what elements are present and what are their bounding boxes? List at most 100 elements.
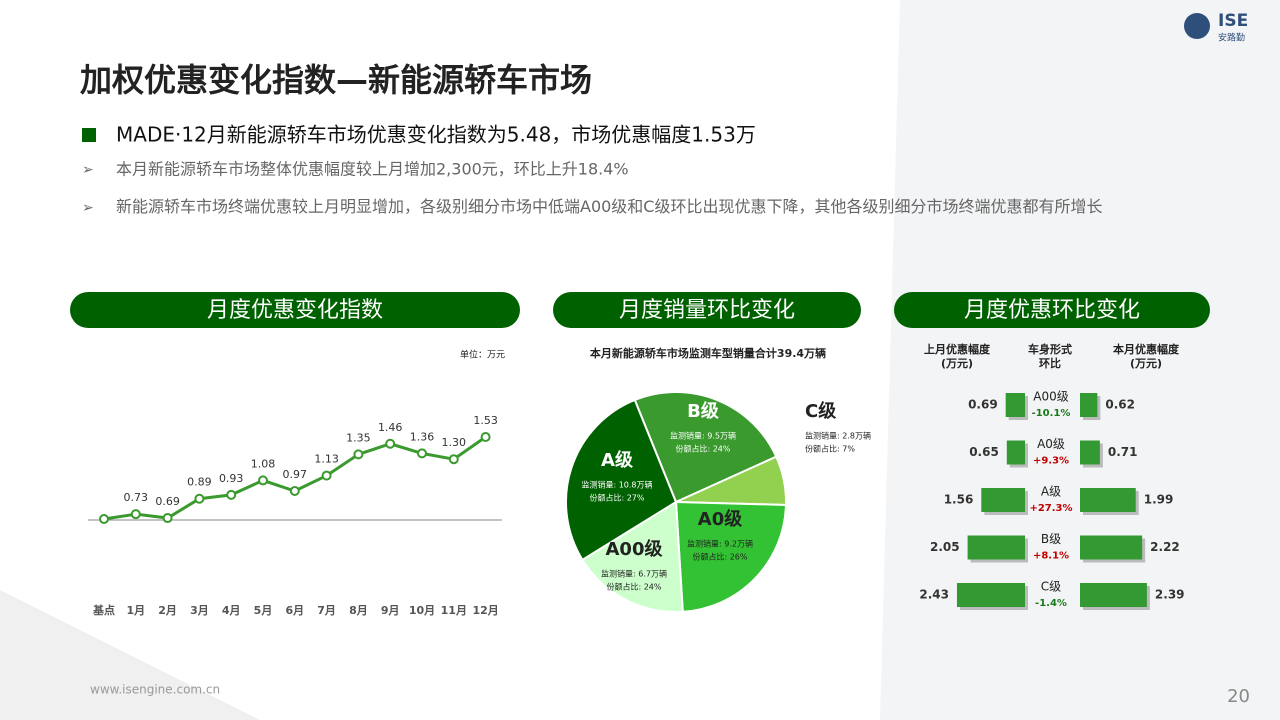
bar-right [1080,393,1098,417]
value-label: 0.69 [968,398,998,412]
value-label: 0.65 [969,445,999,459]
pie-subtitle: 本月新能源轿车市场监测车型销量合计39.4万辆 [590,346,826,360]
category-label: C级 [1041,580,1061,594]
logo-sub: 安路勤 [1218,32,1245,44]
section-title: 月度优惠环比变化 [964,298,1140,323]
data-label: 1.53 [473,414,498,427]
marker [226,489,237,500]
bullet-arrow: ➢ [82,200,94,216]
pie-slice [581,500,684,613]
slice-value: 监测销量: 9.5万辆 [670,431,736,441]
bar-right [1080,440,1100,465]
bullet-main: MADE·12月新能源轿车市场优惠变化指数为5.48，市场优惠幅度1.53万 [116,123,756,147]
slice-value: 监测销量: 2.8万辆 [805,431,871,441]
slice-value: 监测销量: 10.8万辆 [581,480,652,490]
x-tick-label: 12月 [472,604,498,617]
data-label: 0.93 [219,472,244,485]
slice-label: A00级 [606,538,664,560]
marker [448,454,459,465]
marker [162,513,173,524]
slice-value: 监测销量: 9.2万辆 [687,539,753,549]
value-label: 2.22 [1150,540,1180,554]
marker [99,514,109,524]
data-label: 0.73 [124,491,149,504]
column-header: 本月优惠幅度 [1113,342,1180,356]
data-label: 0.69 [155,495,180,508]
x-tick-label: 1月 [126,604,145,617]
x-tick-label: 11月 [441,604,467,617]
section-pill [70,292,520,328]
logo-mark [1184,13,1210,39]
marker [480,432,491,442]
marker [130,509,141,520]
slice-label: B级 [687,400,720,422]
slice-value: 监测销量: 6.7万辆 [601,569,667,579]
marker [289,486,300,497]
bar-right [1080,583,1147,607]
bullet-arrow: ➢ [82,162,94,178]
x-tick-label: 4月 [222,604,241,617]
value-label: 1.56 [944,493,974,507]
x-tick-label: 10月 [409,604,435,617]
title: 加权优惠变化指数—新能源轿车市场 [80,61,592,99]
category-label: A0级 [1037,437,1065,451]
logo: ISE [1218,11,1248,31]
value-label: 2.05 [930,540,960,554]
bar-right [1080,488,1136,512]
column-header: 车身形式 [1028,342,1072,356]
unit: 单位：万元 [460,349,505,361]
category-label: B级 [1041,532,1061,546]
pie-slice [674,500,787,613]
background-shape [0,590,260,720]
slice-label: C级 [805,400,837,422]
change-label: +8.1% [1033,551,1069,562]
x-tick-label: 5月 [254,604,273,617]
bar-left [967,535,1025,560]
page-number: 20 [1227,686,1250,707]
x-tick-label: 9月 [381,604,400,617]
x-tick-label: 6月 [285,604,304,617]
value-label: 1.99 [1144,493,1174,507]
x-tick-label: 基点 [92,603,115,617]
value-label: 0.71 [1108,445,1138,459]
data-label: 0.89 [187,476,212,489]
change-label: +9.3% [1033,456,1069,467]
data-label: 1.13 [314,453,339,466]
slice-share: 份额占比: 27% [589,493,644,503]
marker [258,475,268,486]
pie-slice [565,398,678,562]
section-pill [894,292,1210,328]
x-tick-label: 3月 [190,604,209,617]
data-label: 1.30 [442,436,467,449]
marker [321,470,332,481]
column-header: (万元) [941,357,973,370]
slice-label: A级 [601,449,634,471]
column-header: 上月优惠幅度 [924,342,991,356]
x-tick-label: 2月 [158,604,177,617]
pie-slice [633,391,778,504]
marker [385,438,396,449]
bar-left [1006,440,1025,465]
bar-left [981,488,1025,512]
data-label: 0.97 [283,468,308,481]
category-label: A级 [1041,485,1061,499]
data-label: 1.46 [378,421,403,434]
bullet: 新能源轿车市场终端优惠较上月明显增加，各级别细分市场中低端A00级和C级环比出现… [116,197,1103,216]
slice-share: 份额占比: 24% [606,582,661,592]
x-tick-label: 7月 [317,604,336,617]
section-title: 月度销量环比变化 [619,298,795,323]
change-label: -1.4% [1035,598,1067,609]
column-header: (万元) [1130,357,1162,370]
marker [417,448,427,459]
section-title: 月度优惠变化指数 [207,298,383,323]
slice-share: 份额占比: 7% [805,444,855,454]
bullet: 本月新能源轿车市场整体优惠幅度较上月增加2,300元，环比上升18.4% [116,160,629,179]
bar-left [1005,393,1025,417]
data-label: 1.36 [410,430,435,443]
section-pill [553,292,861,328]
bullet-square [82,128,96,142]
bar-left [956,583,1025,607]
footer-url: www.isengine.com.cn [90,683,220,697]
bar-right [1080,535,1143,560]
column-header: 环比 [1039,356,1061,370]
